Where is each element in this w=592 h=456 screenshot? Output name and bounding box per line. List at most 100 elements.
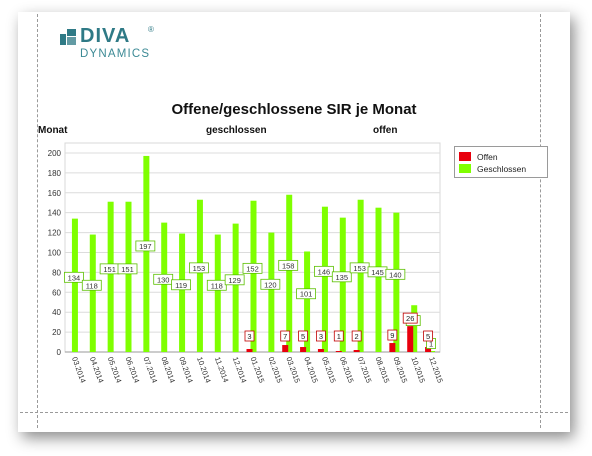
margin-guide-left [37, 14, 38, 428]
legend-label-closed: Geschlossen [477, 163, 527, 174]
data-label-box-closed [278, 259, 299, 271]
bar-open [407, 326, 414, 352]
data-label-closed: 145 [371, 268, 384, 277]
bar-closed [89, 234, 96, 352]
bar-open [300, 347, 307, 352]
margin-guide-bottom [20, 412, 568, 413]
data-label-closed: 129 [228, 276, 241, 285]
x-tick-label: 12.2014 [231, 356, 249, 385]
x-tick-label: 09.2015 [391, 356, 409, 385]
data-label-box-open [280, 330, 291, 342]
bar-open [425, 347, 432, 352]
data-label-open: 1 [337, 332, 341, 341]
x-tick-label: 06.2015 [338, 356, 356, 385]
logo-word-dynamics: DYNAMICS [80, 48, 151, 60]
data-label-box-open [333, 330, 344, 342]
y-tick-label: 0 [57, 348, 62, 357]
data-label-closed: 118 [211, 281, 223, 290]
data-label-open: 7 [283, 332, 287, 341]
data-label-box-closed [81, 279, 102, 291]
bar-open [335, 351, 342, 352]
x-tick-label: 12.2015 [427, 356, 445, 385]
bar-closed [214, 234, 221, 352]
bar-closed [232, 223, 239, 352]
x-tick-label: 09.2014 [177, 356, 195, 385]
bar-closed [339, 217, 346, 352]
bar-closed [429, 351, 436, 352]
data-label-box-closed [171, 279, 191, 291]
data-label-closed: 153 [193, 264, 206, 273]
legend-swatch-open [459, 152, 471, 161]
data-label-closed: 151 [103, 265, 116, 274]
report-page: DIVA ® DYNAMICS Offene/geschlossene SIR … [20, 14, 568, 428]
bar-open [246, 349, 253, 352]
chart-legend: Offen Geschlossen [454, 146, 548, 178]
legend-label-open: Offen [477, 151, 498, 162]
bar-closed [411, 305, 418, 352]
margin-guide-right [540, 14, 541, 428]
y-tick-label: 20 [52, 328, 61, 337]
legend-swatch-closed [459, 164, 471, 173]
bar-closed [71, 218, 78, 352]
x-tick-label: 05.2015 [320, 356, 338, 385]
data-label-box-closed [260, 278, 281, 290]
data-label-closed: 1 [429, 340, 433, 349]
data-label-closed: 118 [86, 281, 98, 290]
bar-closed [107, 201, 114, 352]
data-label-open: 2 [355, 332, 359, 341]
x-tick-label: 04.2015 [302, 356, 320, 385]
x-tick-label: 05.2014 [106, 356, 124, 385]
data-label-box-closed [242, 262, 263, 274]
x-tick-label: 08.2015 [374, 356, 392, 385]
y-tick-label: 60 [52, 288, 61, 297]
bar-closed [196, 199, 203, 352]
data-label-closed: 130 [157, 275, 170, 284]
bar-closed [304, 251, 311, 352]
data-label-box-closed [135, 240, 156, 252]
data-label-closed: 140 [389, 270, 402, 279]
x-tick-label: 01.2015 [249, 356, 267, 385]
bar-open [353, 350, 360, 352]
data-label-closed: 158 [282, 261, 295, 270]
x-tick-label: 04.2014 [88, 356, 106, 385]
data-label-box-open [423, 330, 433, 342]
data-label-box-open [351, 330, 362, 342]
chart-title: Offene/geschlossene SIR je Monat [171, 101, 417, 118]
x-tick-label: 10.2015 [409, 356, 427, 385]
bar-closed [357, 199, 364, 352]
y-tick-label: 200 [48, 149, 62, 158]
bar-open [389, 343, 396, 352]
x-tick-label: 07.2015 [356, 356, 374, 385]
bar-closed [268, 232, 275, 352]
data-label-box-open [298, 330, 308, 342]
y-tick-label: 180 [48, 169, 62, 178]
x-tick-label: 06.2014 [124, 356, 142, 385]
column-header-open: offen [373, 125, 398, 136]
x-tick-label: 11.2014 [213, 356, 231, 384]
data-label-closed: 153 [353, 264, 366, 273]
logo-word-diva: DIVA [80, 25, 131, 47]
data-label-closed: 134 [68, 273, 81, 282]
data-label-open: 26 [406, 314, 414, 323]
bar-closed [321, 206, 328, 352]
data-label-closed: 135 [336, 273, 349, 282]
bar-closed [179, 233, 186, 352]
logo-mark-icon [60, 29, 76, 45]
data-label-box-closed [189, 262, 209, 274]
x-tick-label: 02.2015 [266, 356, 284, 385]
data-label-open: 3 [247, 332, 251, 341]
data-label-box-closed [224, 274, 245, 286]
bar-chart: 0 20 40 60 80 100 120 140 160 180 200 134 03.2014 118… [48, 142, 445, 385]
data-label-open: 9 [390, 331, 394, 340]
diva-dynamics-logo: DIVA ® DYNAMICS [60, 25, 170, 66]
bar-closed [393, 212, 400, 352]
x-tick-label: 03.2015 [284, 356, 302, 385]
bar-closed [161, 222, 168, 352]
y-tick-label: 40 [52, 308, 61, 317]
data-label-box-closed [314, 265, 334, 277]
y-tick-label: 160 [48, 189, 62, 198]
data-label-box-open [244, 330, 255, 342]
bar-closed [143, 155, 150, 352]
logo-registered-mark: ® [148, 25, 154, 34]
data-label-box-closed [385, 268, 406, 280]
